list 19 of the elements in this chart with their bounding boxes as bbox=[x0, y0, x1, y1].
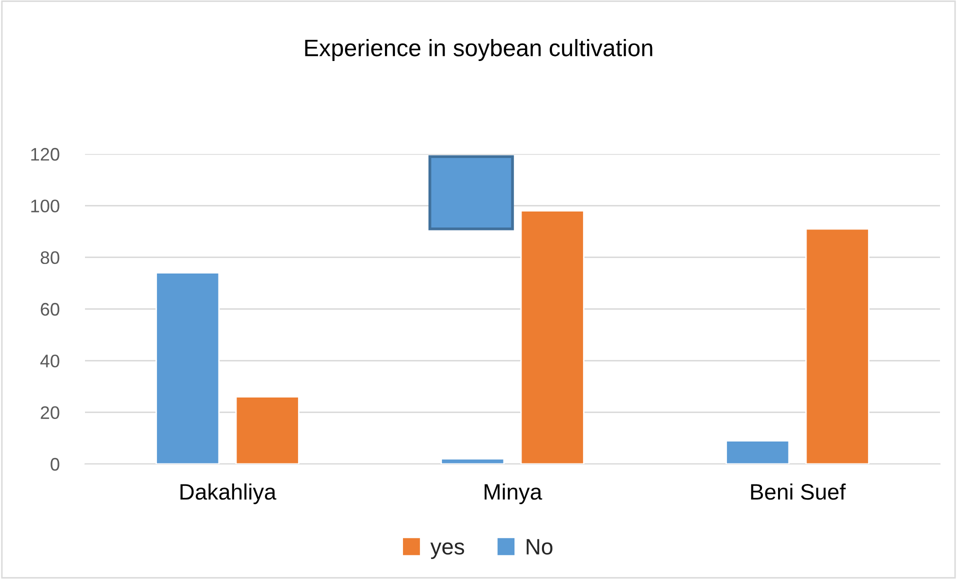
legend-label: yes bbox=[430, 542, 464, 559]
bar bbox=[235, 396, 300, 464]
y-tick-label: 120 bbox=[31, 148, 60, 161]
bar bbox=[805, 228, 870, 464]
x-tick-label: Beni Suef bbox=[751, 483, 846, 500]
y-tick-label: 100 bbox=[31, 200, 60, 212]
bar bbox=[520, 210, 584, 464]
y-tick-label: 20 bbox=[40, 406, 60, 420]
y-tick-label: 40 bbox=[40, 354, 60, 368]
legend-label: No bbox=[526, 539, 552, 555]
bar bbox=[156, 272, 220, 464]
y-tick-label: 80 bbox=[40, 251, 60, 264]
y-tick-label: 60 bbox=[40, 302, 60, 316]
x-tick-label: Minya bbox=[484, 483, 542, 504]
chart-title: Experience in soybean cultivation bbox=[305, 38, 652, 62]
bar bbox=[440, 458, 505, 464]
bar bbox=[726, 440, 790, 464]
x-tick-label: Dakahliya bbox=[180, 483, 276, 504]
y-tick-label: 0 bbox=[50, 458, 60, 471]
